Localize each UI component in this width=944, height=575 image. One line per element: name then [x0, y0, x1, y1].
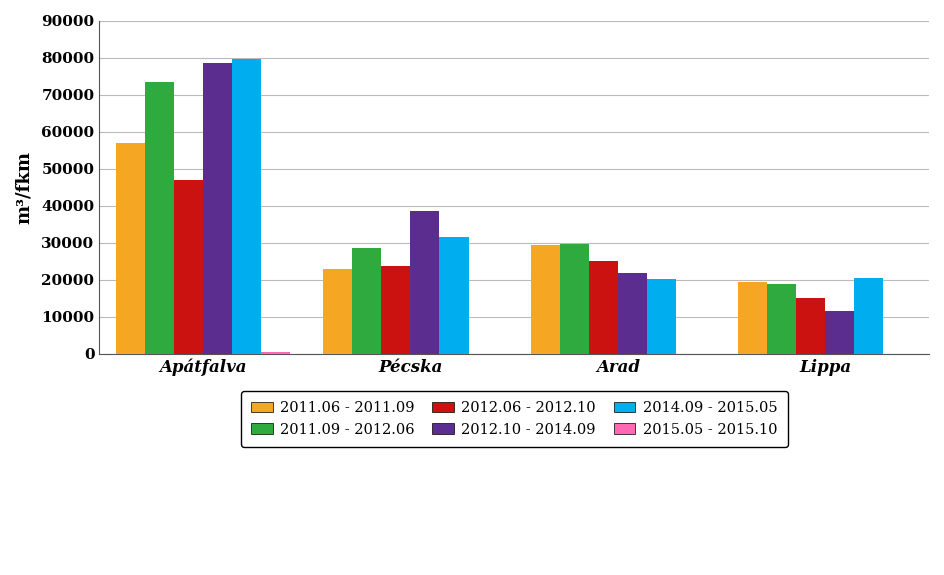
Bar — [796, 298, 825, 354]
Bar — [174, 180, 203, 354]
Bar — [261, 352, 290, 354]
Bar — [116, 143, 145, 354]
Bar — [589, 261, 618, 354]
Bar — [854, 278, 884, 354]
Bar — [352, 248, 381, 354]
Bar — [145, 82, 174, 354]
Legend: 2011.06 - 2011.09, 2011.09 - 2012.06, 2012.06 - 2012.10, 2012.10 - 2014.09, 2014: 2011.06 - 2011.09, 2011.09 - 2012.06, 20… — [241, 391, 787, 447]
Bar — [825, 311, 854, 354]
Bar — [411, 212, 440, 354]
Y-axis label: m³/fkm: m³/fkm — [15, 151, 33, 224]
Bar — [203, 63, 232, 354]
Bar — [324, 269, 352, 354]
Bar — [767, 284, 796, 354]
Bar — [618, 273, 647, 354]
Bar — [647, 279, 676, 354]
Bar — [560, 244, 589, 354]
Bar — [531, 245, 560, 354]
Bar — [440, 237, 468, 354]
Bar — [232, 59, 261, 354]
Bar — [738, 282, 767, 354]
Bar — [381, 266, 411, 354]
